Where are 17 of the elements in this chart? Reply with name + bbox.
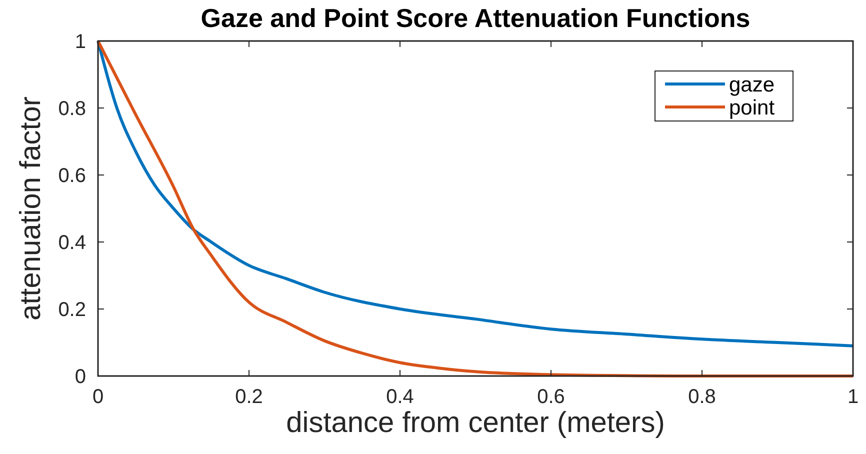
chart-title: Gaze and Point Score Attenuation Functions bbox=[200, 3, 750, 33]
x-tick-label: 1 bbox=[847, 386, 859, 408]
legend-label: gaze bbox=[729, 73, 775, 96]
x-tick-label: 0.6 bbox=[537, 386, 565, 408]
x-tick-label: 0 bbox=[92, 386, 104, 408]
x-axis-title: distance from center (meters) bbox=[286, 407, 665, 439]
y-axis-title: attenuation factor bbox=[15, 96, 47, 321]
y-tick-label: 0.2 bbox=[58, 299, 86, 321]
y-tick-label: 0.6 bbox=[58, 165, 86, 187]
y-tick-label: 0.4 bbox=[58, 232, 86, 254]
y-tick-label: 0.8 bbox=[58, 98, 86, 120]
x-tick-label: 0.8 bbox=[688, 386, 716, 408]
legend-label: point bbox=[729, 96, 775, 120]
x-tick-label: 0.2 bbox=[235, 386, 263, 408]
y-tick-label: 1 bbox=[74, 31, 86, 53]
x-tick-label: 0.4 bbox=[386, 386, 414, 408]
y-tick-label: 0 bbox=[74, 366, 86, 388]
